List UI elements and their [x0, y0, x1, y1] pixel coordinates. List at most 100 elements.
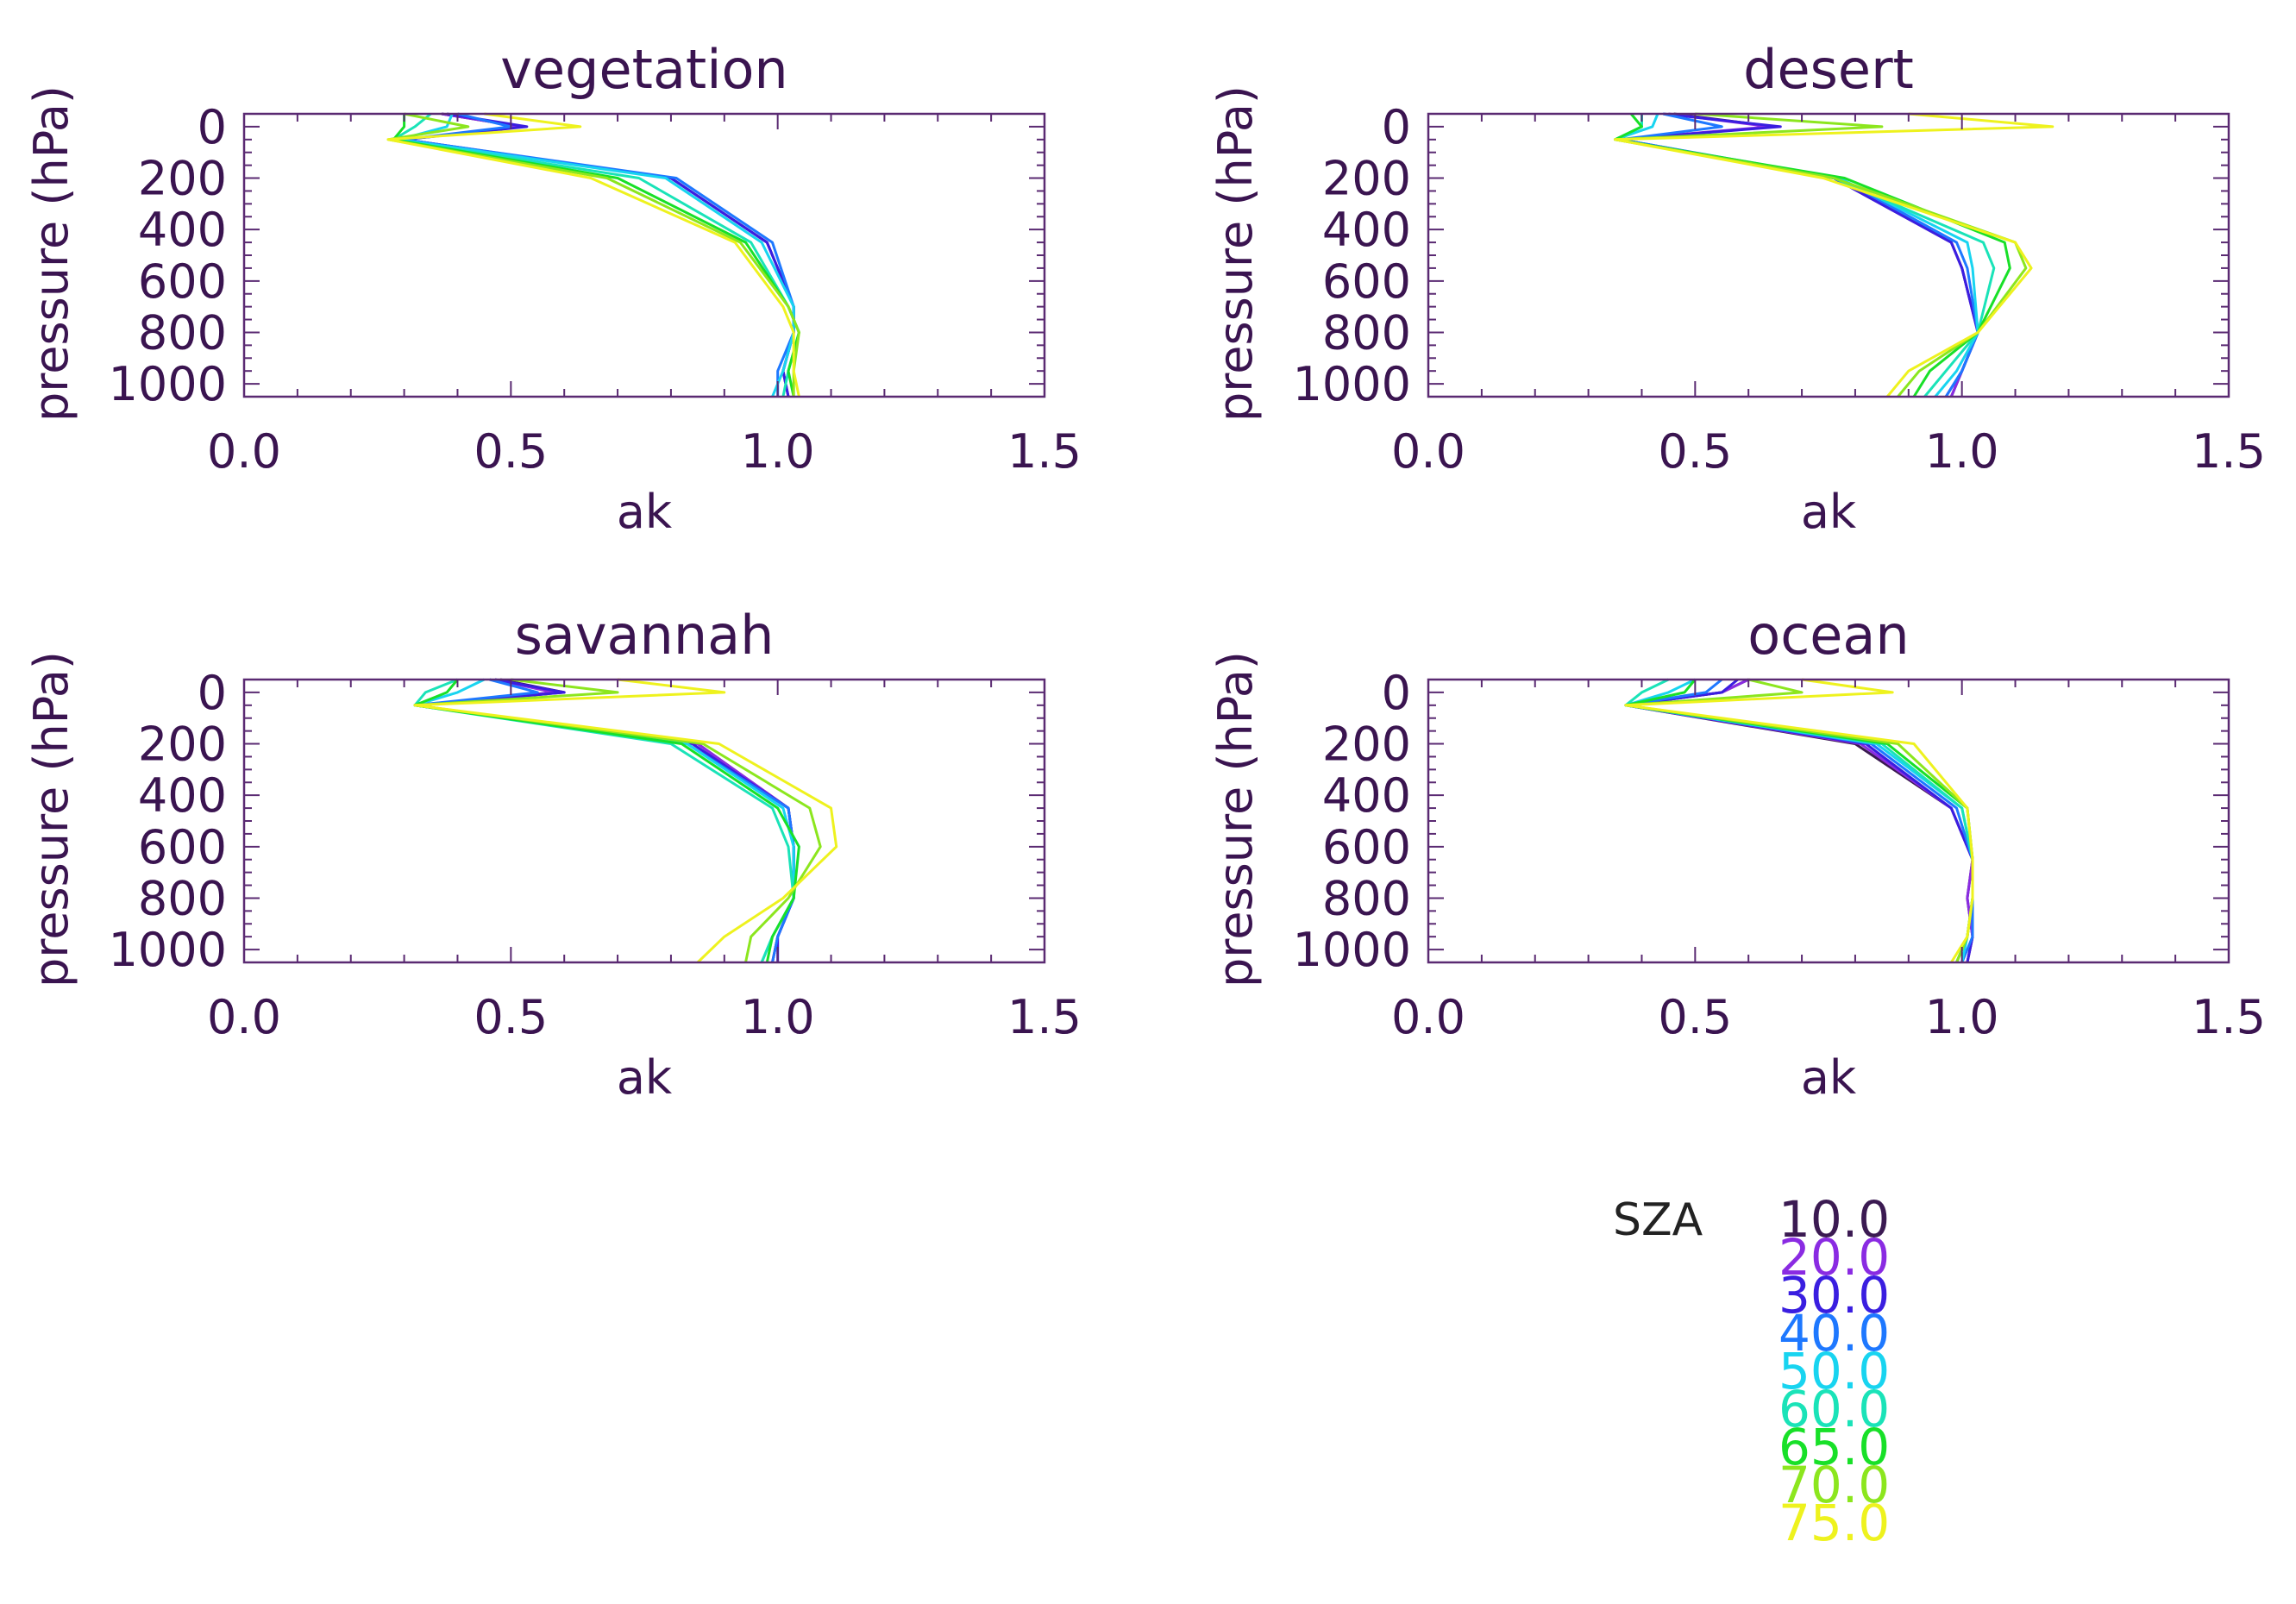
plot-frame: [242, 678, 1046, 964]
y-axis-label: pressure (hPa): [1208, 85, 1263, 422]
series-line-sza-65.0: [392, 114, 800, 398]
legend-entry-sza-65.0: 65.0: [1778, 1418, 1890, 1476]
series-line-sza-40.0: [403, 112, 795, 397]
plot-frame: [242, 112, 1046, 398]
series-line-sza-75.0: [386, 112, 800, 398]
series-line-sza-10.0: [1624, 678, 1974, 963]
series-line-sza-40.0: [413, 678, 795, 963]
panel-title: ocean: [1747, 604, 1909, 667]
x-tick-label: 1.5: [2192, 424, 2266, 479]
x-tick-label: 1.5: [2192, 990, 2266, 1044]
x-tick-label: 0.5: [474, 990, 548, 1044]
series-line-sza-65.0: [1624, 679, 1974, 963]
x-tick-label: 1.0: [1925, 990, 1999, 1044]
y-tick-label: 800: [138, 305, 227, 360]
plot-frame: [1427, 112, 2230, 398]
series-line-sza-30.0: [403, 112, 795, 398]
y-tick-label: 200: [138, 717, 227, 772]
x-tick-label: 1.5: [1007, 424, 1082, 479]
y-tick-label: 400: [138, 768, 227, 823]
series-line-sza-70.0: [1624, 678, 1974, 963]
legend-title: SZA: [1613, 1194, 1703, 1246]
y-tick-label: 0: [1382, 666, 1411, 720]
y-tick-label: 200: [138, 152, 227, 206]
panel-title: savannah: [515, 604, 775, 667]
series-line-sza-70.0: [1614, 112, 2028, 398]
y-axis-label: pressure (hPa): [24, 85, 78, 422]
legend-entry-sza-40.0: 40.0: [1778, 1304, 1890, 1363]
legend-entry-sza-70.0: 70.0: [1778, 1456, 1890, 1514]
series-line-sza-10.0: [1619, 112, 1979, 398]
legend-entry-sza-75.0: 75.0: [1778, 1494, 1890, 1552]
y-tick-label: 0: [198, 666, 227, 720]
x-axis-label: ak: [1801, 485, 1857, 539]
series-line-sza-65.0: [413, 679, 800, 963]
x-tick-label: 1.0: [741, 990, 815, 1044]
series-line-sza-20.0: [1624, 678, 1974, 963]
y-tick-label: 1000: [109, 923, 227, 977]
x-tick-label: 0.0: [1391, 424, 1465, 479]
y-tick-label: 600: [138, 820, 227, 874]
series-line-sza-60.0: [413, 678, 795, 963]
legend: SZA 10.020.030.040.050.060.065.070.075.0: [1613, 1190, 1890, 1552]
x-tick-label: 0.5: [1658, 990, 1732, 1044]
y-tick-label: 600: [138, 254, 227, 309]
series-line-sza-50.0: [1624, 678, 1974, 963]
x-tick-label: 1.0: [741, 424, 815, 479]
series-line-sza-50.0: [1614, 113, 1979, 398]
y-tick-label: 1000: [1293, 923, 1411, 977]
series-line-sza-30.0: [1619, 112, 1979, 398]
series-line-sza-30.0: [413, 678, 795, 962]
y-tick-label: 600: [1322, 820, 1411, 874]
y-tick-label: 800: [1322, 305, 1411, 360]
legend-entries: 10.020.030.040.050.060.065.070.075.0: [1778, 1190, 1890, 1552]
x-tick-label: 0.5: [474, 424, 548, 479]
series-line-sza-20.0: [413, 678, 795, 963]
legend-entry-sza-30.0: 30.0: [1778, 1266, 1890, 1325]
y-tick-label: 1000: [109, 357, 227, 411]
legend-entry-sza-50.0: 50.0: [1778, 1342, 1890, 1400]
series-line-sza-50.0: [397, 113, 795, 398]
series-line-sza-75.0: [413, 678, 838, 964]
series-line-sza-60.0: [1624, 678, 1974, 963]
series-line-sza-40.0: [1619, 112, 1979, 398]
legend-entry-sza-10.0: 10.0: [1778, 1190, 1890, 1249]
series-line-sza-70.0: [413, 678, 822, 963]
y-tick-label: 1000: [1293, 357, 1411, 411]
plot-frame: [1427, 678, 2230, 964]
y-tick-label: 0: [198, 100, 227, 154]
legend-entry-sza-20.0: 20.0: [1778, 1228, 1890, 1287]
series-line-sza-30.0: [1624, 678, 1974, 963]
y-tick-label: 400: [1322, 768, 1411, 823]
y-tick-label: 200: [1322, 152, 1411, 206]
series-line-sza-50.0: [413, 678, 795, 963]
x-tick-label: 1.5: [1007, 990, 1082, 1044]
y-axis-label: pressure (hPa): [1208, 651, 1263, 987]
y-tick-label: 600: [1322, 254, 1411, 309]
series-line-sza-75.0: [1624, 678, 1974, 963]
y-tick-label: 800: [138, 871, 227, 925]
y-tick-label: 200: [1322, 717, 1411, 772]
x-tick-label: 0.0: [207, 424, 281, 479]
x-axis-label: ak: [617, 485, 673, 539]
x-tick-label: 1.0: [1925, 424, 1999, 479]
series-line-sza-10.0: [413, 678, 795, 963]
y-tick-label: 0: [1382, 100, 1411, 154]
series-line-sza-10.0: [403, 112, 795, 398]
x-tick-label: 0.0: [207, 990, 281, 1044]
y-tick-label: 800: [1322, 871, 1411, 925]
series-line-sza-60.0: [392, 112, 800, 398]
x-tick-label: 0.0: [1391, 990, 1465, 1044]
y-tick-label: 400: [1322, 203, 1411, 257]
series-line-sza-20.0: [403, 112, 795, 398]
series-line-sza-40.0: [1624, 678, 1974, 963]
y-axis-label: pressure (hPa): [24, 651, 78, 987]
series-line-sza-75.0: [1614, 112, 2054, 398]
x-axis-label: ak: [1801, 1050, 1857, 1105]
